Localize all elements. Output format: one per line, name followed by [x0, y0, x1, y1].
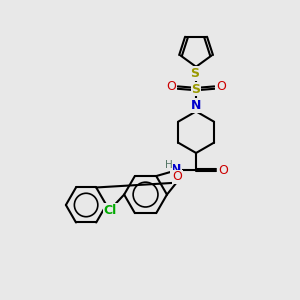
Text: O: O — [216, 80, 226, 94]
Text: O: O — [218, 164, 228, 177]
Text: N: N — [191, 99, 201, 112]
Text: Cl: Cl — [104, 203, 117, 217]
Text: N: N — [171, 163, 181, 176]
Text: S: S — [192, 82, 201, 96]
Text: O: O — [173, 170, 183, 183]
Text: S: S — [190, 67, 199, 80]
Text: H: H — [165, 160, 172, 170]
Text: O: O — [166, 80, 176, 94]
